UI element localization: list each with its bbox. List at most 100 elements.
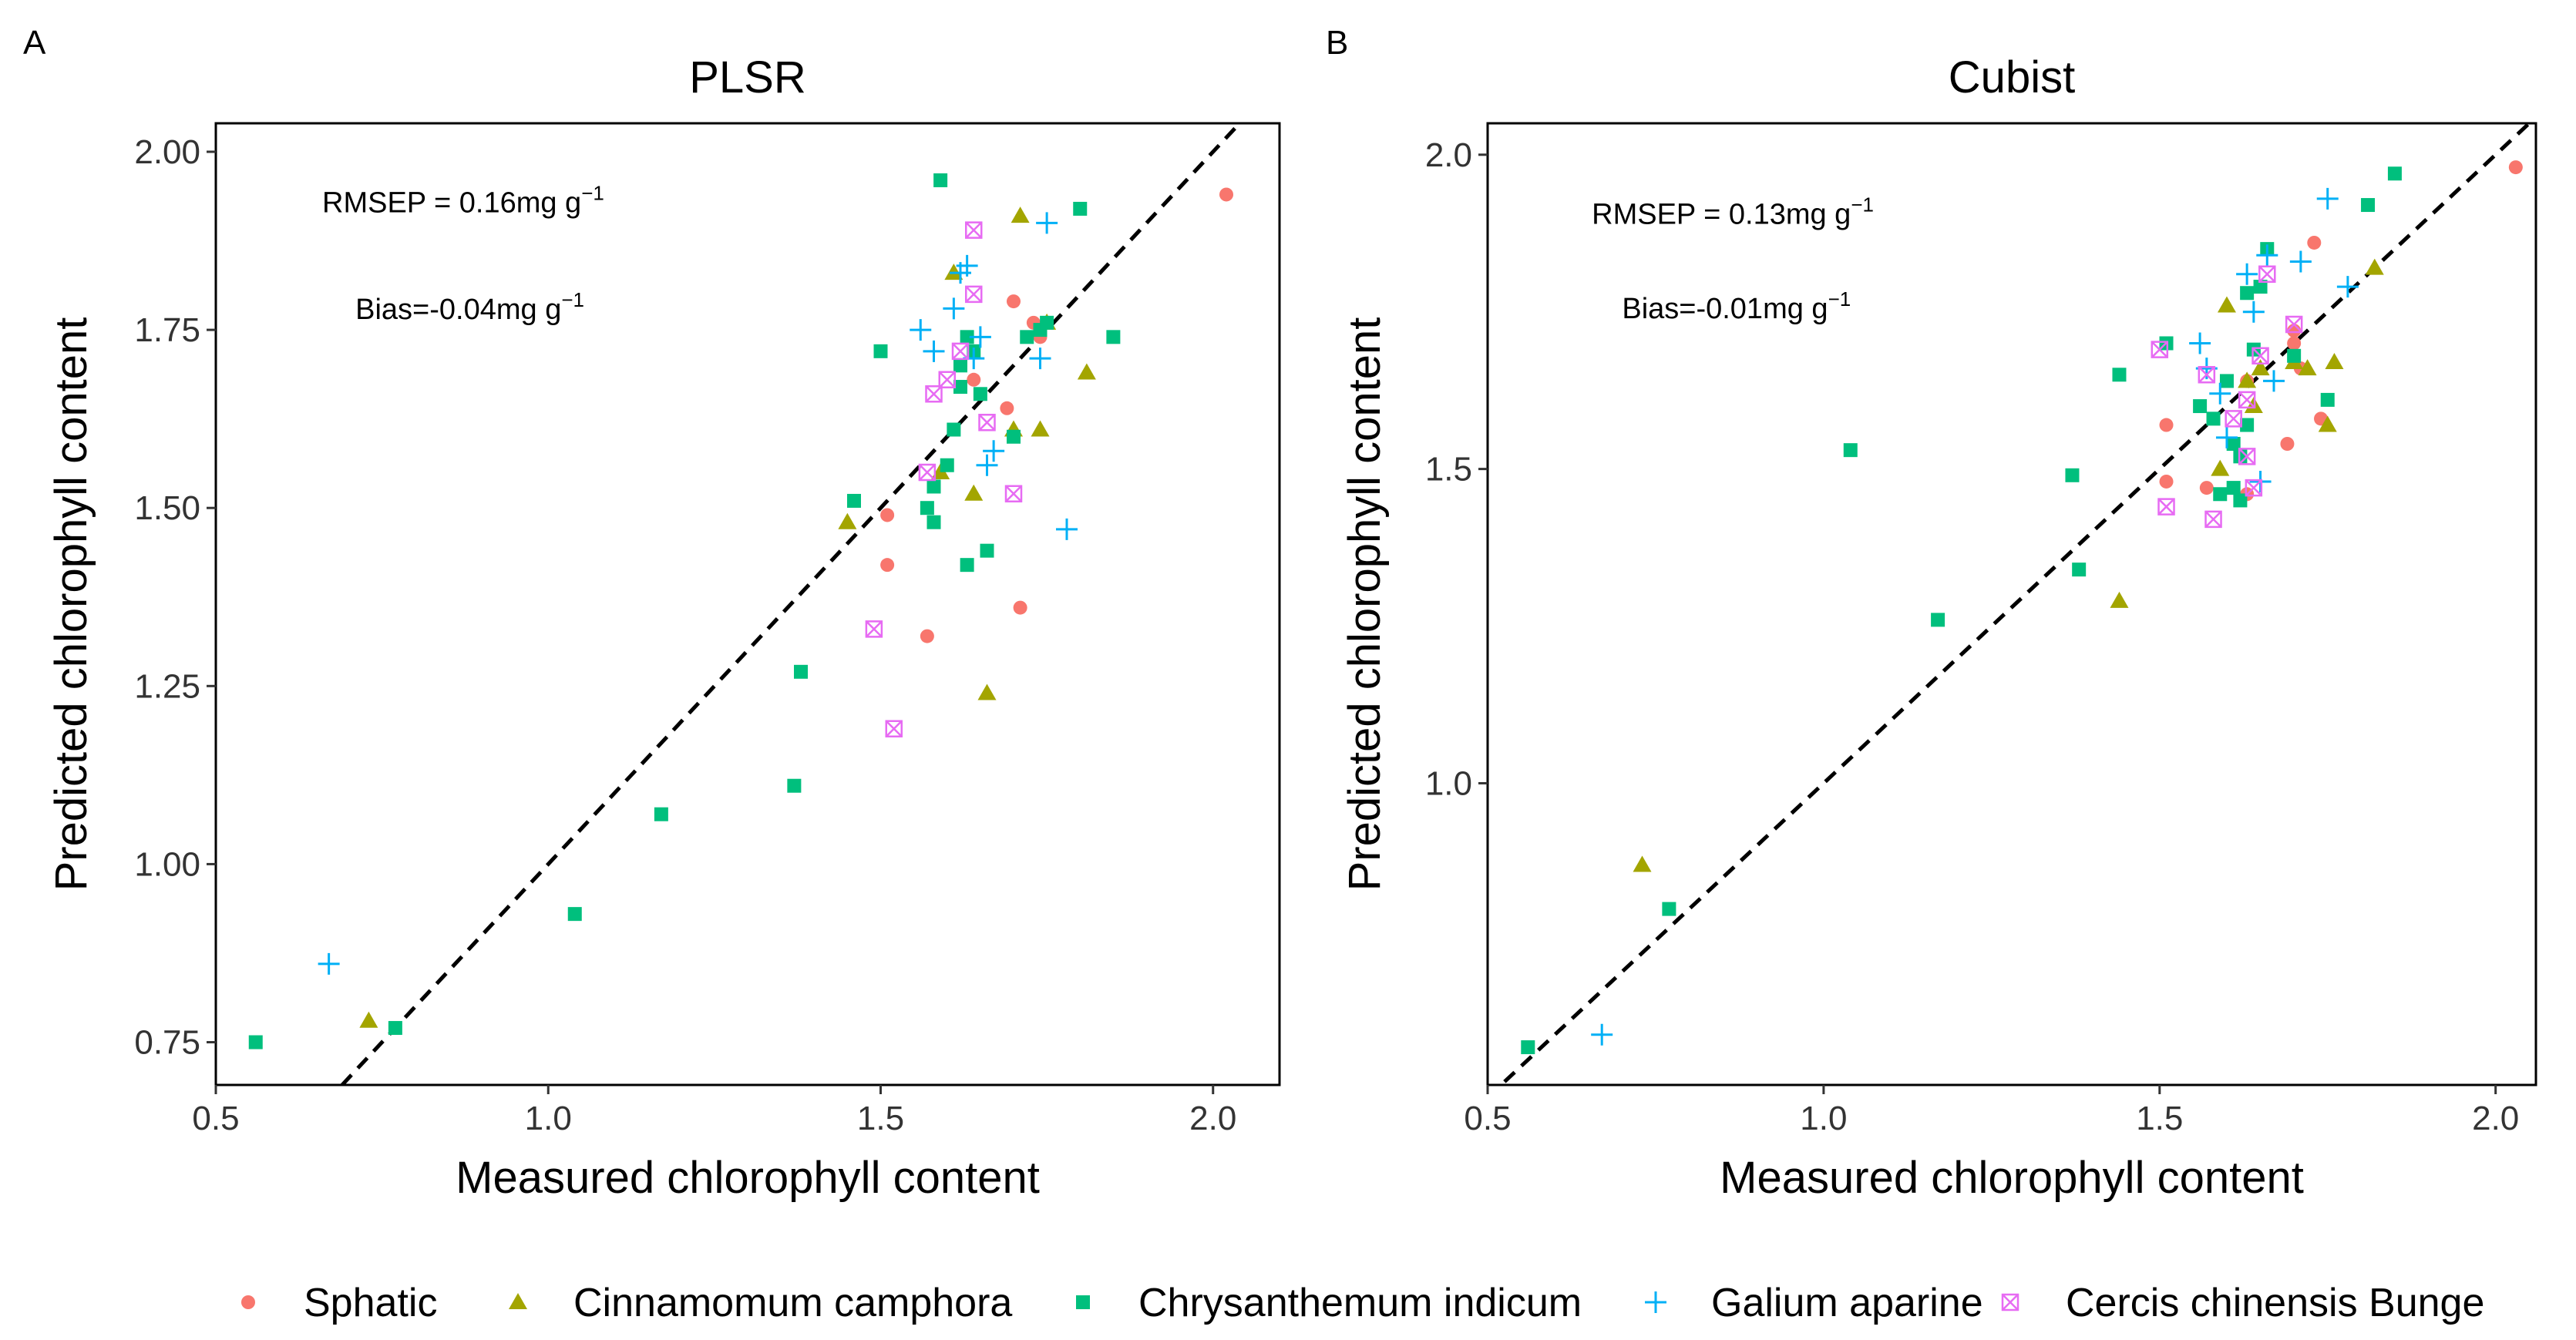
data-point-cinnamomum-camphora — [2251, 359, 2270, 376]
legend-label: Cinnamomum camphora — [573, 1281, 1012, 1325]
marks-plsr — [248, 123, 1243, 1085]
data-point-cinnamomum-camphora — [1011, 207, 1030, 223]
annotation-rmsep: RMSEP = 0.16mg g−1 — [322, 182, 604, 220]
data-point-cercis-chinensis-bunge — [865, 620, 883, 638]
legend-symbol-cercis-chinensis-bunge — [2001, 1293, 2019, 1311]
data-point-chrysanthemum-indicum — [980, 543, 994, 558]
x-tick-label: 0.5 — [192, 1100, 239, 1137]
data-point-galium-aparine — [2289, 250, 2312, 273]
data-point-cercis-chinensis-bunge — [2238, 391, 2256, 409]
data-point-chrysanthemum-indicum — [960, 558, 974, 573]
data-point-chrysanthemum-indicum — [248, 1035, 263, 1049]
legend-symbol-sphatic — [241, 1295, 255, 1309]
data-point-cercis-chinensis-bunge — [2225, 410, 2242, 428]
y-tick-label: 1.75 — [134, 311, 200, 349]
legend-label: Sphatic — [304, 1281, 437, 1325]
data-point-galium-aparine — [318, 952, 340, 975]
data-point-cinnamomum-camphora — [977, 683, 997, 700]
data-point-galium-aparine — [2236, 263, 2258, 285]
data-point-sphatic — [920, 629, 934, 643]
data-point-galium-aparine — [2189, 332, 2211, 354]
data-point-cinnamomum-camphora — [2298, 359, 2317, 376]
data-point-cinnamomum-camphora — [1031, 420, 1050, 437]
data-point-chrysanthemum-indicum — [940, 458, 954, 472]
legend-item-cinnamomum-camphora: Cinnamomum camphora — [509, 1281, 1012, 1325]
marks-cubist — [1498, 123, 2532, 1085]
data-point-cinnamomum-camphora — [2325, 352, 2344, 369]
data-point-chrysanthemum-indicum — [926, 479, 941, 494]
y-tick-label: 0.75 — [134, 1024, 200, 1062]
data-point-chrysanthemum-indicum — [1931, 613, 1945, 627]
data-point-chrysanthemum-indicum — [2253, 280, 2268, 294]
data-point-galium-aparine — [976, 454, 998, 476]
legend-label: Galium aparine — [1711, 1281, 1983, 1325]
data-point-sphatic — [2287, 336, 2302, 351]
data-point-chrysanthemum-indicum — [1007, 429, 1021, 444]
x-tick-label: 1.5 — [2136, 1100, 2183, 1137]
data-point-chrysanthemum-indicum — [933, 173, 948, 187]
data-point-chrysanthemum-indicum — [1106, 330, 1121, 344]
panel-plsr: A PLSR RMSEP = 0.16mg g−1 Bias=-0.04mg g−… — [23, 24, 1281, 1203]
ticks-plsr: 0.5 1.0 1.5 2.0 0.75 1.00 1.25 1.50 1.75 2.00 — [134, 133, 1236, 1137]
data-point-cercis-chinensis-bunge — [925, 385, 943, 403]
data-point-galium-aparine — [2242, 301, 2265, 323]
data-point-chrysanthemum-indicum — [2320, 392, 2335, 407]
legend: Sphatic Cinnamomum camphora Chrysanthemum … — [241, 1281, 2484, 1325]
reference-line — [1498, 123, 2532, 1085]
data-point-galium-aparine — [923, 340, 945, 362]
data-point-chrysanthemum-indicum — [1020, 330, 1034, 344]
legend-symbol-cinnamomum-camphora — [509, 1293, 527, 1309]
data-point-chrysanthemum-indicum — [2065, 468, 2080, 482]
legend-symbol-chrysanthemum-indicum — [1076, 1295, 1090, 1309]
data-point-chrysanthemum-indicum — [2240, 286, 2255, 301]
y-tick-label: 2.0 — [1425, 136, 1472, 174]
data-point-cinnamomum-camphora — [359, 1011, 378, 1028]
data-point-chrysanthemum-indicum — [2213, 487, 2228, 502]
data-point-chrysanthemum-indicum — [388, 1021, 402, 1036]
data-point-chrysanthemum-indicum — [920, 501, 934, 516]
x-tick-label: 2.0 — [1189, 1100, 1236, 1137]
x-tick-label: 0.5 — [1464, 1100, 1511, 1137]
data-point-chrysanthemum-indicum — [1040, 315, 1054, 330]
legend-item-chrysanthemum-indicum: Chrysanthemum indicum — [1076, 1281, 1582, 1325]
legend-item-sphatic: Sphatic — [241, 1281, 437, 1325]
data-point-cinnamomum-camphora — [2318, 415, 2337, 432]
x-tick-label: 1.5 — [857, 1100, 904, 1137]
annotation-rmsep: RMSEP = 0.13mg g−1 — [1592, 193, 1874, 231]
data-point-chrysanthemum-indicum — [2206, 411, 2221, 426]
data-point-cinnamomum-camphora — [2110, 591, 2129, 608]
panel-cubist: B Cubist RMSEP = 0.13mg g−1 Bias=-0.01mg … — [1326, 24, 2537, 1203]
data-point-galium-aparine — [969, 326, 991, 348]
data-point-chrysanthemum-indicum — [2233, 493, 2248, 508]
data-point-galium-aparine — [943, 297, 965, 320]
data-point-cercis-chinensis-bunge — [965, 285, 983, 304]
data-point-chrysanthemum-indicum — [794, 664, 808, 679]
annotations-plsr: RMSEP = 0.16mg g−1 Bias=-0.04mg g−1 — [322, 182, 604, 327]
data-point-chrysanthemum-indicum — [1521, 1040, 1535, 1055]
data-point-cinnamomum-camphora — [1077, 363, 1096, 380]
data-point-sphatic — [1219, 187, 1233, 202]
data-point-chrysanthemum-indicum — [2287, 348, 2302, 363]
data-point-sphatic — [2199, 481, 2214, 495]
annotation-bias: Bias=-0.01mg g−1 — [1622, 287, 1851, 325]
data-point-cercis-chinensis-bunge — [1004, 485, 1023, 502]
data-point-galium-aparine — [1036, 212, 1058, 234]
x-axis-label-cubist: Measured chlorophyll content — [1720, 1153, 2304, 1203]
data-point-cercis-chinensis-bunge — [2204, 510, 2222, 529]
y-axis-label-cubist: Predicted chlorophyll content — [1340, 317, 1390, 892]
data-point-galium-aparine — [956, 254, 978, 277]
chart-title-cubist: Cubist — [1949, 52, 2075, 102]
y-tick-label: 1.50 — [134, 489, 200, 527]
data-point-chrysanthemum-indicum — [2240, 418, 2255, 432]
data-point-cercis-chinensis-bunge — [938, 371, 956, 389]
data-point-chrysanthemum-indicum — [953, 380, 967, 395]
data-point-cercis-chinensis-bunge — [2285, 315, 2303, 334]
data-point-cinnamomum-camphora — [2238, 371, 2257, 388]
x-tick-label: 1.0 — [1800, 1100, 1847, 1137]
panel-letter-b: B — [1326, 24, 1348, 62]
data-point-cinnamomum-camphora — [838, 512, 857, 529]
data-point-chrysanthemum-indicum — [1073, 201, 1088, 216]
data-point-chrysanthemum-indicum — [2112, 368, 2127, 382]
data-point-chrysanthemum-indicum — [1843, 443, 1858, 458]
